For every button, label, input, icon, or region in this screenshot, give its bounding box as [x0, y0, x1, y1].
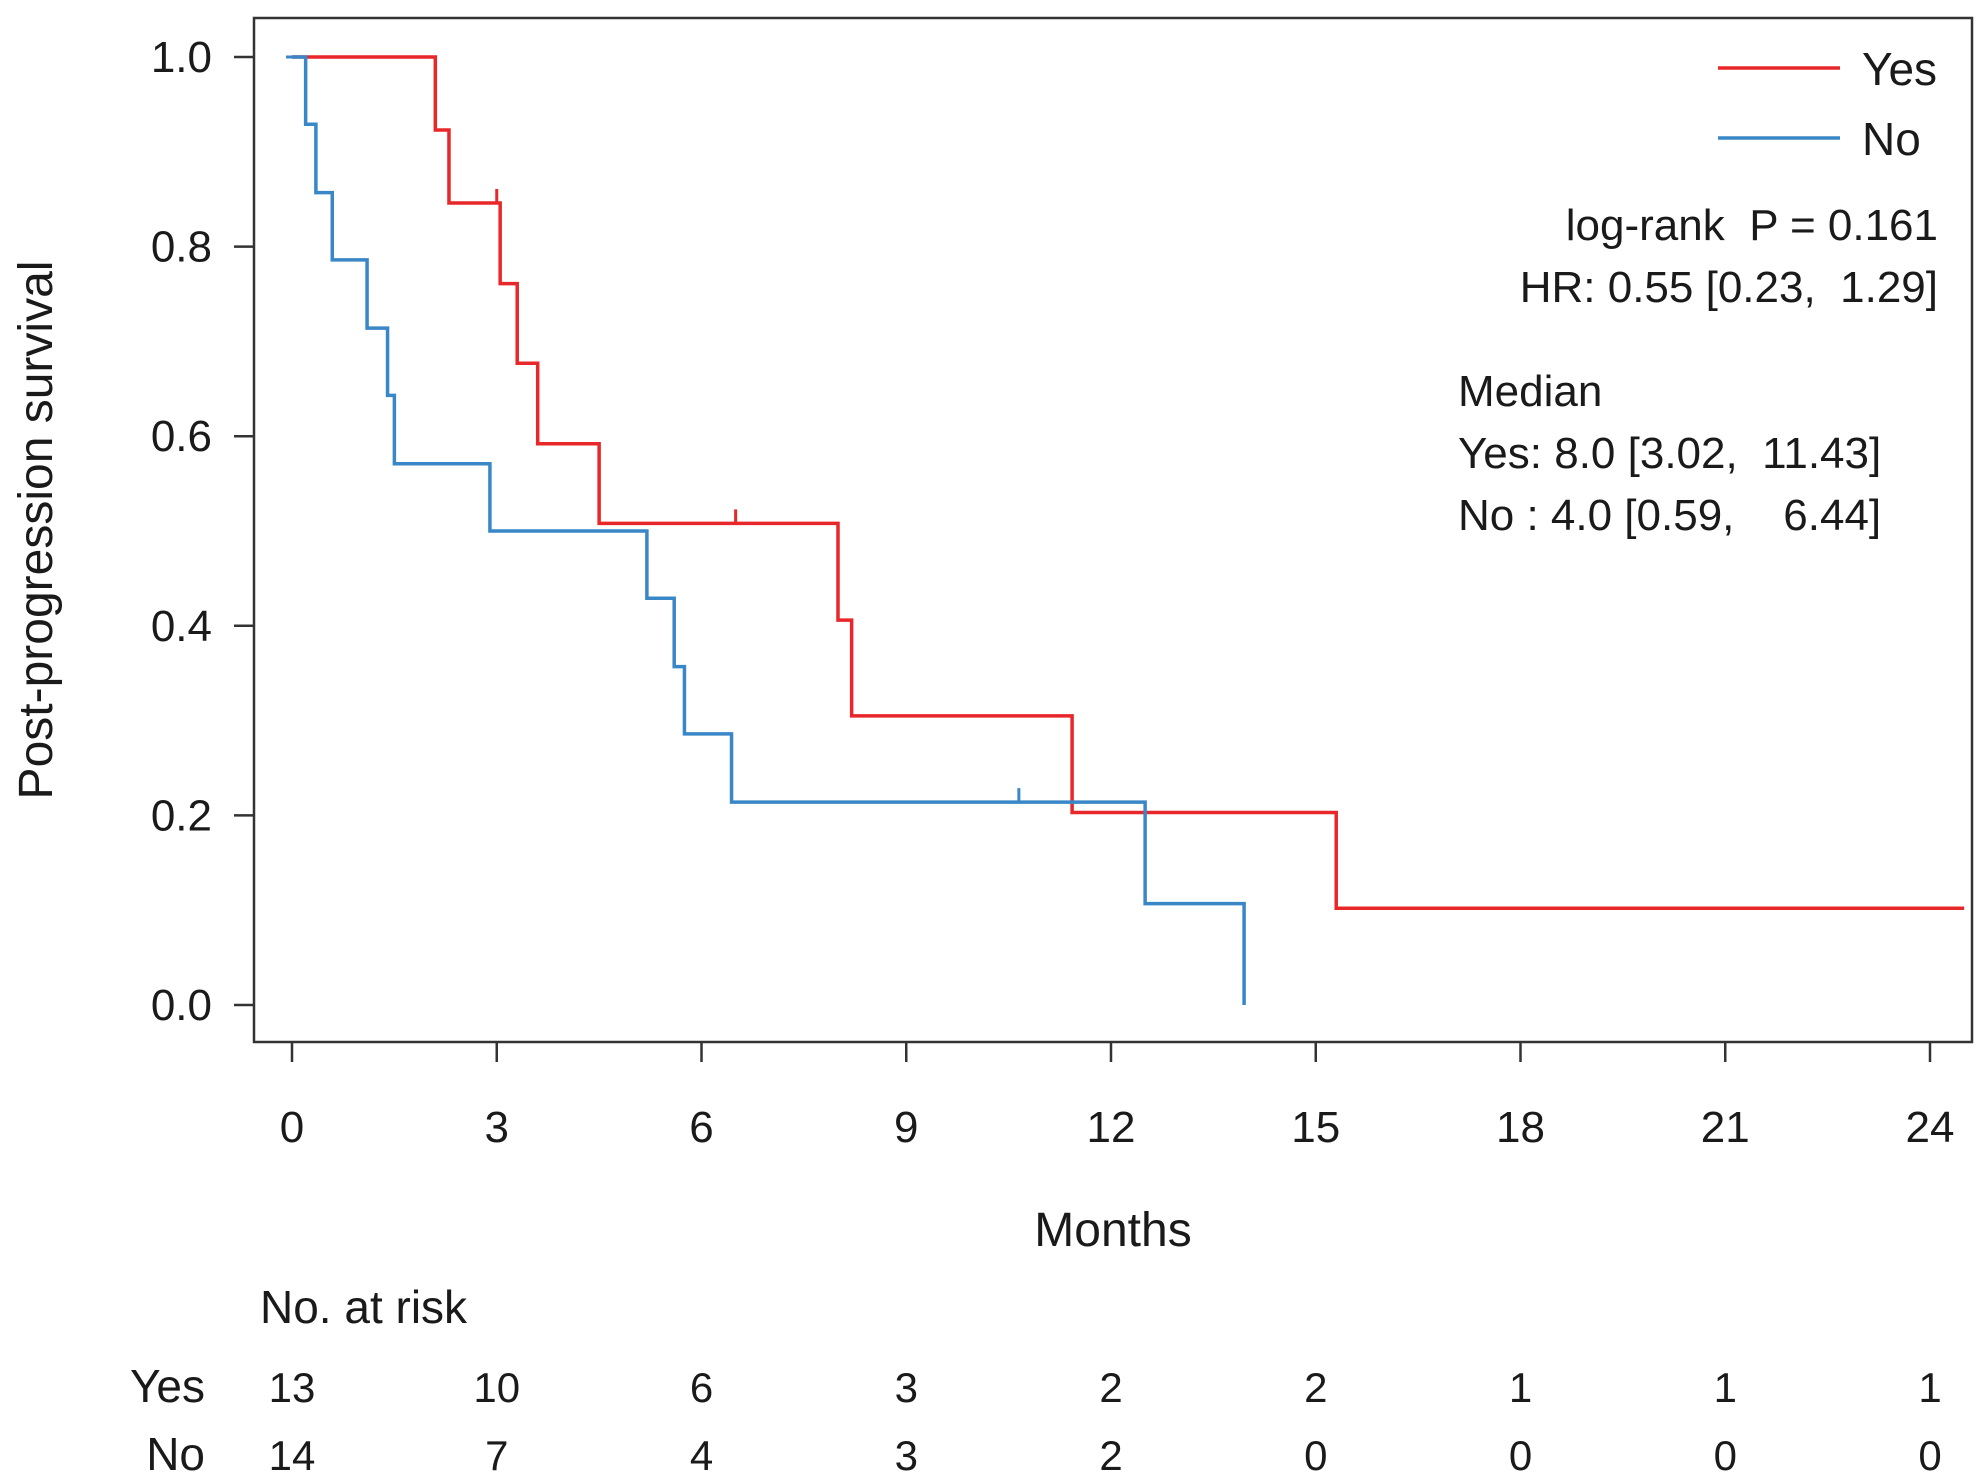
risk-count: 0: [1918, 1432, 1941, 1478]
risk-count: 3: [895, 1432, 918, 1478]
risk-count: 1: [1509, 1364, 1532, 1411]
y-tick-label: 1.0: [151, 33, 212, 82]
survival-curves: [286, 55, 1965, 1005]
curve-yes: [292, 55, 1965, 911]
risk-count: 3: [895, 1364, 918, 1411]
x-tick-label: 9: [894, 1103, 918, 1152]
risk-count: 0: [1509, 1432, 1532, 1478]
risk-row-label-yes: Yes: [130, 1360, 205, 1412]
y-tick-label: 0.6: [151, 412, 212, 461]
x-tick-label: 24: [1906, 1103, 1955, 1152]
y-tick-label: 0.8: [151, 223, 212, 272]
curve-no: [292, 55, 1246, 1005]
risk-count: 10: [473, 1364, 520, 1411]
risk-table-title: No. at risk: [260, 1281, 468, 1333]
median-yes-text: Yes: 8.0 [3.02, 11.43]: [1458, 429, 1881, 478]
x-tick-label: 6: [689, 1103, 713, 1152]
logrank-test-text: log-rank P = 0.161: [1566, 201, 1938, 250]
risk-count: 0: [1304, 1432, 1327, 1478]
risk-count: 1: [1714, 1364, 1737, 1411]
y-axis: 0.0 0.2 0.4 0.6 0.8 1.0: [151, 33, 254, 1030]
y-tick-label: 0.2: [151, 791, 212, 840]
median-title: Median: [1458, 367, 1602, 416]
x-tick-label: 0: [280, 1103, 304, 1152]
risk-count: 2: [1304, 1364, 1327, 1411]
x-tick-label: 18: [1496, 1103, 1545, 1152]
x-axis-title: Months: [1034, 1204, 1191, 1257]
x-tick-label: 12: [1087, 1103, 1136, 1152]
risk-count: 6: [690, 1364, 713, 1411]
risk-count: 1: [1918, 1364, 1941, 1411]
median-no-text: No : 4.0 [0.59, 6.44]: [1458, 491, 1881, 540]
risk-count: 2: [1099, 1432, 1122, 1478]
x-tick-label: 15: [1291, 1103, 1340, 1152]
risk-row-label-no: No: [146, 1428, 205, 1478]
risk-count: 14: [269, 1432, 316, 1478]
risk-count: 4: [690, 1432, 713, 1478]
risk-count: 2: [1099, 1364, 1122, 1411]
legend-label-no: No: [1862, 113, 1921, 165]
x-tick-label: 3: [485, 1103, 509, 1152]
plot-area-frame: [252, 16, 1974, 1044]
legend: Yes No: [1718, 43, 1937, 165]
y-axis-title: Post-progression survival: [10, 261, 63, 800]
risk-table: No. at risk Yes 13 10 6 3 2 2 1 1 1 No 14 7 4 3 2 0 0 0 0: [130, 1281, 1942, 1478]
hazard-ratio-text: HR: 0.55 [0.23, 1.29]: [1520, 263, 1938, 312]
x-axis: 0 3 6 9 12 15 18 21 24: [280, 1042, 1955, 1152]
y-tick-label: 0.4: [151, 602, 212, 651]
risk-count: 0: [1714, 1432, 1737, 1478]
risk-count: 13: [269, 1364, 316, 1411]
risk-count: 7: [485, 1432, 508, 1478]
x-tick-label: 21: [1701, 1103, 1750, 1152]
statistics-annotation: log-rank P = 0.161 HR: 0.55 [0.23, 1.29]…: [1458, 201, 1938, 540]
y-tick-label: 0.0: [151, 981, 212, 1030]
legend-label-yes: Yes: [1862, 43, 1937, 95]
